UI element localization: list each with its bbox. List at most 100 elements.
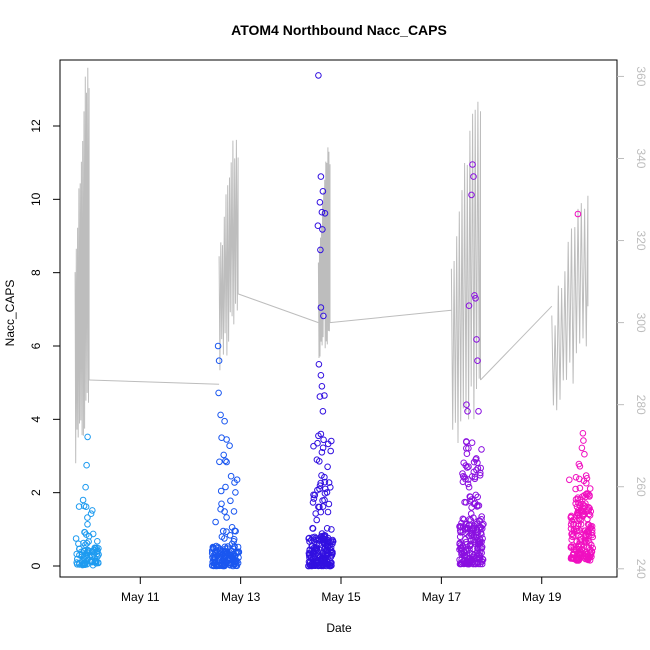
data-point-3-1-43 (465, 463, 472, 471)
data-point-3-0-145 (479, 556, 487, 564)
outlier-point-2-14 (316, 393, 324, 400)
outlier-point-4-0 (574, 210, 582, 218)
data-point-1-0-129 (231, 553, 238, 560)
outlier-point-4-4 (581, 450, 588, 458)
data-point-4-0-140 (581, 554, 588, 562)
data-point-2-1-17 (324, 440, 332, 448)
outlier-point-2-11 (315, 361, 323, 368)
data-point-4-0-107 (570, 532, 577, 539)
data-point-1-0-123 (213, 553, 221, 560)
data-point-3-1-20 (460, 516, 468, 523)
data-point-3-0-159 (464, 554, 471, 562)
data-point-2-1-44 (310, 442, 317, 450)
outlier-point-3-7 (474, 357, 481, 365)
y2-tick-label-260: 260 (634, 477, 648, 497)
y-tick-label-8: 8 (29, 269, 43, 276)
data-point-2-1-32 (309, 525, 317, 532)
data-point-4-0-81 (589, 544, 597, 552)
outlier-point-4-3 (578, 444, 586, 452)
outlier-point-3-10 (475, 408, 482, 415)
data-point-3-0-131 (478, 560, 486, 568)
data-point-4-0-141 (583, 528, 591, 536)
data-point-2-0-155 (321, 555, 329, 563)
data-point-3-0-124 (473, 529, 481, 537)
data-point-3-1-36 (459, 515, 467, 523)
data-point-4-0-116 (567, 555, 575, 562)
data-point-4-0-110 (588, 523, 596, 530)
data-point-3-1-44 (474, 459, 481, 467)
data-point-2-1-26 (318, 472, 325, 479)
outlier-point-2-13 (318, 383, 326, 390)
data-point-4-1-36 (582, 472, 590, 479)
data-point-3-0-136 (466, 549, 474, 557)
outlier-point-2-4 (318, 208, 326, 216)
data-point-3-1-46 (463, 450, 471, 458)
data-point-4-0-119 (567, 514, 575, 522)
data-point-0-0-27 (83, 540, 91, 547)
outlier-point-3-4 (472, 295, 479, 302)
data-point-3-0-123 (456, 560, 464, 568)
outlier-point-4-6 (576, 463, 584, 470)
data-point-3-1-5 (465, 483, 473, 491)
data-point-1-1-17 (223, 514, 230, 521)
secondary-line-segment-5 (329, 309, 452, 324)
data-point-4-0-87 (589, 533, 597, 541)
data-point-2-0-142 (328, 549, 335, 556)
outlier-point-2-20 (313, 456, 321, 464)
outlier-point-1-9 (212, 518, 219, 526)
data-point-4-1-39 (585, 507, 592, 515)
outlier-point-0-3 (79, 496, 87, 504)
data-point-2-0-131 (329, 540, 336, 548)
data-point-3-1-45 (467, 510, 475, 518)
data-point-3-1-54 (474, 493, 482, 501)
outlier-point-1-0 (214, 342, 222, 350)
data-point-2-1-39 (325, 479, 333, 486)
outlier-point-2-2 (319, 188, 327, 195)
data-point-4-1-2 (572, 485, 579, 493)
data-point-3-1-41 (477, 464, 485, 472)
data-point-4-0-89 (577, 521, 585, 528)
data-point-0-0-65 (92, 560, 100, 567)
data-point-2-1-30 (327, 484, 334, 491)
data-point-2-0-153 (326, 562, 334, 570)
data-point-3-1-33 (476, 472, 484, 479)
outlier-point-0-1 (83, 461, 90, 469)
data-point-2-0-152 (327, 559, 334, 567)
secondary-line-segment-1 (89, 379, 220, 385)
data-point-3-1-27 (459, 470, 466, 477)
data-point-2-1-42 (323, 489, 331, 496)
outlier-point-1-2 (215, 389, 222, 397)
y2-tick-label-300: 300 (634, 313, 648, 333)
data-point-3-1-51 (476, 517, 484, 525)
data-point-3-1-48 (470, 468, 478, 476)
y-tick-label-2: 2 (29, 489, 43, 496)
data-point-3-0-102 (466, 541, 474, 549)
data-point-1-1-2 (227, 472, 235, 480)
data-point-2-0-130 (308, 543, 316, 550)
x-axis-label: Date (326, 621, 352, 635)
outlier-point-2-12 (317, 372, 325, 379)
data-point-1-0-88 (231, 561, 238, 569)
data-point-2-1-23 (328, 526, 335, 533)
data-point-1-0-111 (208, 547, 216, 555)
data-point-3-0-147 (474, 559, 482, 566)
data-point-3-0-148 (456, 533, 464, 541)
outlier-point-1-7 (226, 442, 233, 450)
data-point-3-0-139 (464, 559, 472, 567)
outlier-point-3-5 (465, 302, 473, 310)
data-point-3-1-28 (463, 464, 471, 471)
data-point-2-1-7 (327, 447, 335, 455)
data-point-1-1-3 (218, 500, 225, 508)
outlier-point-2-16 (319, 408, 327, 415)
secondary-line-segment-7 (480, 305, 553, 381)
data-point-4-0-108 (568, 518, 576, 525)
data-point-2-1-5 (311, 491, 319, 499)
data-point-2-0-150 (307, 559, 314, 566)
outlier-point-1-8 (217, 505, 224, 513)
data-point-3-1-49 (459, 478, 467, 486)
data-point-4-0-145 (568, 530, 575, 538)
data-point-4-0-144 (588, 548, 596, 555)
data-point-0-1-0 (87, 510, 95, 518)
data-point-2-1-27 (321, 532, 329, 539)
data-point-2-1-10 (320, 436, 327, 444)
